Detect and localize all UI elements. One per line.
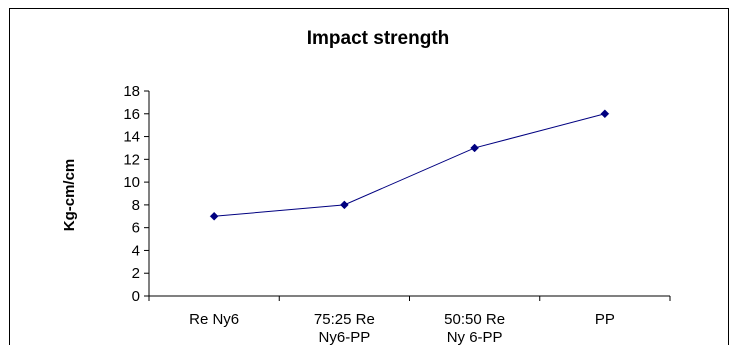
y-tick-label: 12	[123, 151, 140, 168]
x-tick-label: Re Ny6	[189, 311, 239, 328]
y-tick-label: 6	[132, 220, 140, 237]
outer-border	[9, 8, 729, 345]
y-tick-label: 8	[132, 197, 140, 214]
chart-title: Impact strength	[307, 28, 450, 49]
x-tick-label: 75:25 Re Ny6-PP	[314, 311, 375, 345]
series-line	[214, 113, 606, 217]
x-tick-label: 50:50 Re Ny 6-PP	[444, 311, 505, 345]
y-axis-label: Kg-cm/cm	[61, 159, 78, 232]
y-tick-label: 0	[132, 288, 140, 305]
y-tick-label: 10	[123, 174, 140, 191]
data-point	[209, 211, 219, 221]
data-point	[340, 200, 349, 210]
y-tick-label: 14	[123, 129, 140, 146]
data-point	[600, 109, 610, 119]
data-point	[470, 143, 479, 153]
y-tick-label: 18	[123, 83, 140, 100]
y-tick-label: 2	[132, 265, 140, 282]
y-tick-label: 16	[123, 106, 140, 123]
y-tick-label: 4	[132, 242, 140, 259]
plot-area: 0 2 4 6 8 10 12 14 16 18 Re Ny6 75:25 Re Ny6-PP 50:50…	[123, 83, 671, 345]
x-tick-label: PP	[595, 311, 615, 328]
